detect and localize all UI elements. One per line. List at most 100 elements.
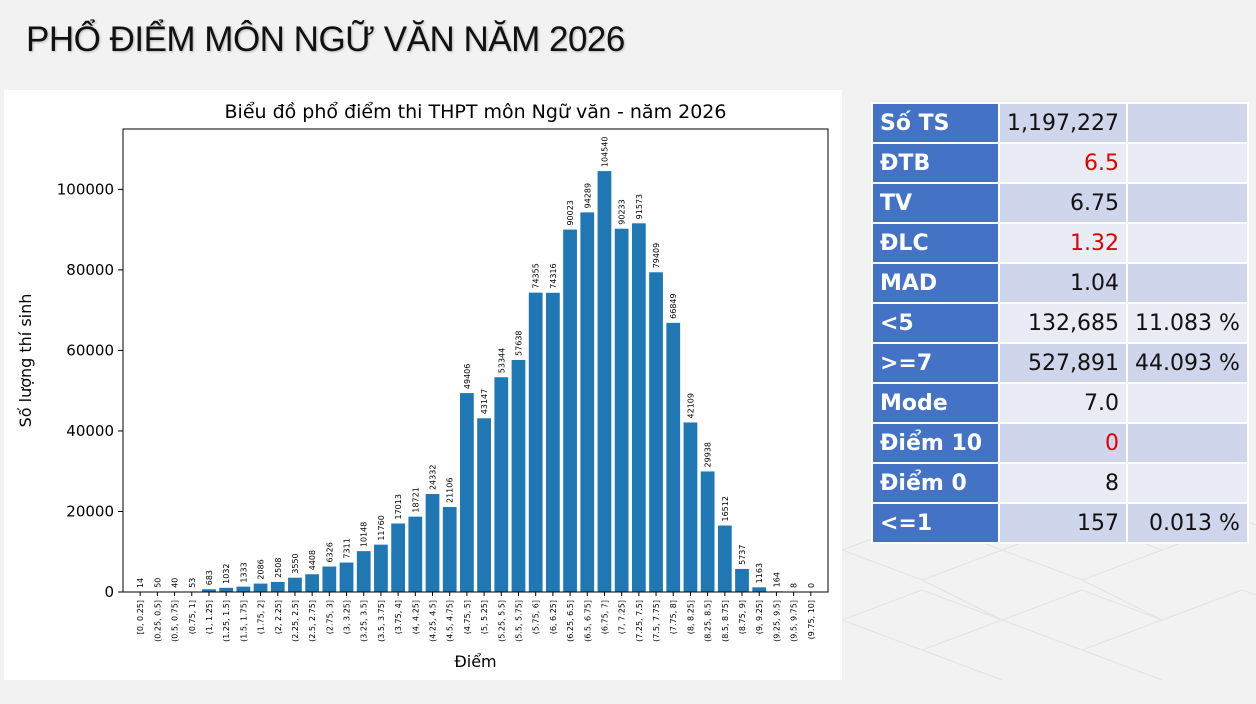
stat-percent [1125, 102, 1249, 144]
bar-value-label: 1163 [755, 563, 764, 583]
bar-value-label: 5737 [738, 545, 747, 565]
x-tick-label: (4.75, 5] [463, 600, 472, 634]
x-tick-label: (1.25, 1.5] [222, 600, 231, 642]
stat-value: 1,197,227 [998, 102, 1128, 144]
x-tick-label: (7.5, 7.75] [652, 600, 661, 642]
x-tick-label: (1, 1.25] [205, 600, 214, 634]
bar [236, 586, 251, 592]
x-tick-label: (2.25, 2.5] [291, 600, 300, 642]
bar-value-label: 8 [790, 583, 799, 588]
y-tick-label: 40000 [66, 422, 114, 440]
chart-title: Biểu đồ phổ điểm thi THPT môn Ngữ văn - … [225, 101, 727, 123]
stat-row: Điểm 10 0 [871, 422, 1249, 464]
stat-row: <=1 157 0.013 % [871, 502, 1249, 544]
bar [631, 223, 646, 592]
x-tick-label: (9.5, 9.75] [790, 600, 799, 642]
bar-value-label: 40 [171, 578, 180, 588]
x-tick-label: (6.25, 6.5] [566, 600, 575, 642]
stat-value: 1.32 [998, 222, 1128, 264]
bar [442, 507, 457, 592]
x-tick-label: (2.75, 3] [325, 600, 334, 634]
x-tick-label: (6.5, 6.75] [583, 600, 592, 642]
x-tick-label: (9, 9.25] [755, 600, 764, 634]
bar [614, 228, 629, 592]
x-tick-label: (5, 5.25] [480, 600, 489, 634]
bar [270, 581, 285, 592]
x-tick-label: (6, 6.25] [549, 600, 558, 634]
stat-percent [1125, 142, 1249, 184]
x-tick-label: (0.5, 0.75] [171, 600, 180, 642]
stat-row: TV 6.75 [871, 182, 1249, 224]
bar [597, 171, 612, 593]
stat-label: Điểm 10 [871, 422, 1000, 464]
bar-value-label: 104540 [600, 137, 609, 168]
bar-value-label: 49406 [463, 364, 472, 389]
bar-value-label: 21106 [446, 478, 455, 503]
x-tick-label: (8.25, 8.5] [704, 600, 713, 642]
x-tick-label: (9.25, 9.5] [772, 600, 781, 642]
bar-value-label: 7311 [343, 538, 352, 558]
x-tick-label: (7.75, 8] [669, 600, 678, 634]
bar [391, 523, 405, 592]
stat-value: 1.04 [998, 262, 1128, 304]
x-tick-label: (2, 2.25] [274, 600, 283, 634]
bar [511, 359, 526, 592]
score-distribution-chart: Biểu đồ phổ điểm thi THPT môn Ngữ văn - … [16, 101, 829, 671]
stat-value: 157 [998, 502, 1128, 544]
bar-value-label: 17013 [394, 494, 403, 519]
x-tick-label: (5.5, 5.75] [514, 600, 523, 642]
bar-value-label: 94289 [583, 183, 592, 208]
stat-row: >=7 527,891 44.093 % [871, 342, 1249, 384]
bar [752, 587, 767, 592]
bar [666, 322, 681, 592]
bar [494, 377, 509, 592]
x-tick-label: [0, 0.25] [136, 600, 145, 634]
statistics-table: Số TS 1,197,227 ĐTB 6.5 TV 6.75 ĐLC 1.32 MAD 1.04… [871, 102, 1249, 544]
bar-value-label: 57638 [514, 330, 523, 355]
x-tick-label: (4, 4.25] [411, 600, 420, 634]
x-axis-label: Điểm [454, 652, 496, 671]
bar-value-label: 91573 [635, 194, 644, 219]
bar-value-label: 164 [772, 572, 781, 587]
bar-value-label: 74355 [532, 263, 541, 288]
bar [563, 229, 577, 592]
y-axis-label: Số lượng thí sinh [16, 294, 35, 428]
bar-value-label: 53 [188, 578, 197, 588]
stat-percent: 44.093 % [1125, 342, 1249, 384]
page-title: PHỔ ĐIỂM MÔN NGỮ VĂN NĂM 2026 [26, 20, 625, 59]
stat-label: <=1 [871, 502, 1000, 544]
bar-value-label: 1333 [239, 562, 248, 582]
stat-value: 527,891 [998, 342, 1128, 384]
x-tick-label: (0.75, 1] [188, 600, 197, 634]
bar [735, 568, 749, 592]
stat-row: Số TS 1,197,227 [871, 102, 1249, 144]
bar-value-label: 74316 [549, 263, 558, 288]
stat-row: <5 132,685 11.083 % [871, 302, 1249, 344]
y-tick-label: 20000 [66, 502, 114, 520]
bar [717, 525, 732, 592]
bar [305, 574, 320, 592]
stat-percent: 11.083 % [1125, 302, 1249, 344]
stat-percent [1125, 222, 1249, 264]
bar-value-label: 50 [153, 578, 162, 588]
x-tick-label: (0.25, 0.5] [153, 600, 162, 642]
x-tick-label: (8, 8.25] [686, 600, 695, 634]
bar [253, 583, 268, 592]
bar-value-label: 683 [205, 570, 214, 585]
bar [460, 393, 474, 592]
x-tick-label: (3.75, 4] [394, 600, 403, 634]
x-tick-label: (4.5, 4.75] [446, 600, 455, 642]
bar [425, 494, 440, 592]
bar [477, 418, 491, 592]
bar-value-label: 90233 [618, 199, 627, 224]
bar-value-label: 0 [807, 583, 816, 588]
bar [528, 292, 543, 592]
bar-value-label: 90023 [566, 200, 575, 225]
bar-value-label: 42109 [686, 393, 695, 418]
bar [219, 587, 234, 592]
x-tick-label: (3, 3.25] [343, 600, 352, 634]
x-tick-label: (8.75, 9] [738, 600, 747, 634]
stat-percent [1125, 462, 1249, 504]
bar-value-label: 43147 [480, 389, 489, 414]
